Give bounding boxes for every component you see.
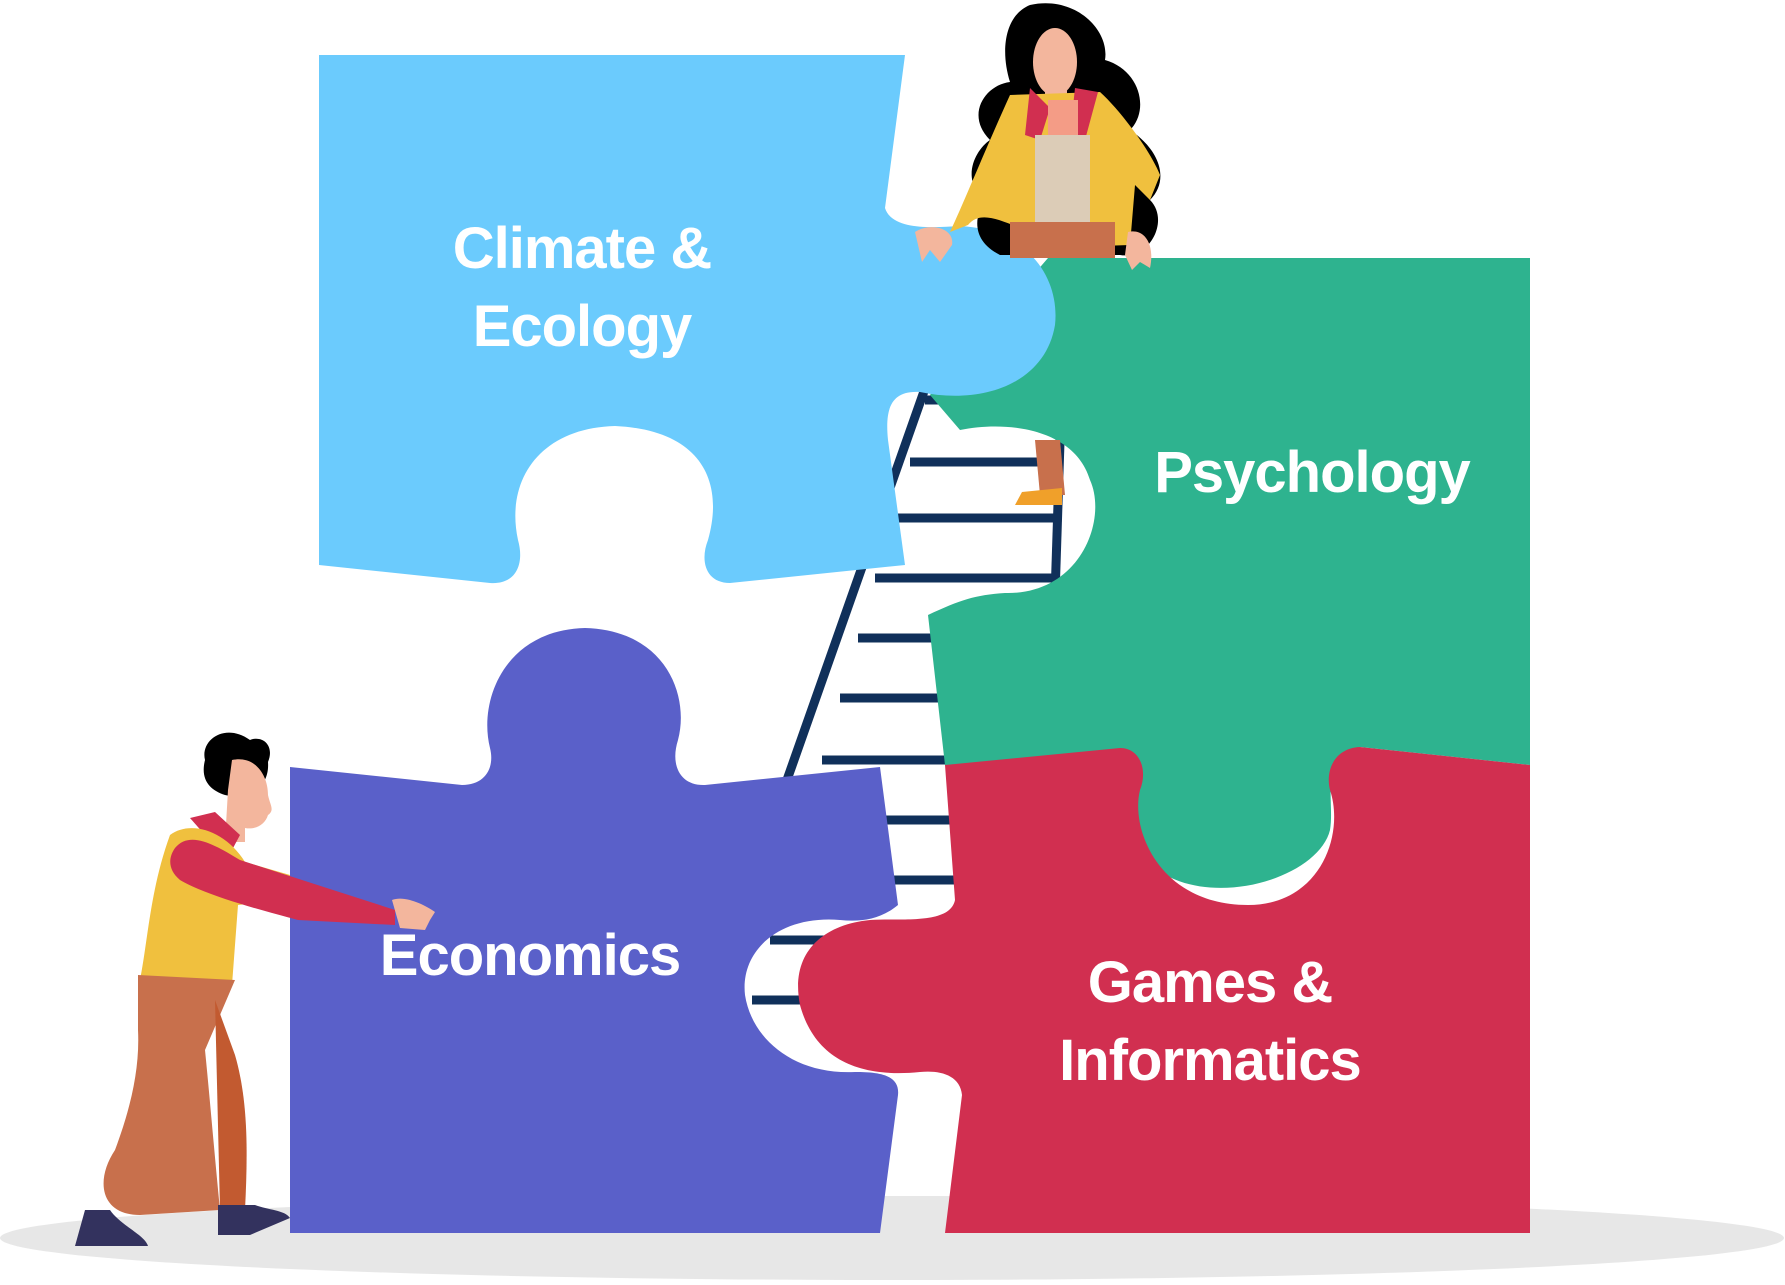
label-economics: Economics	[380, 923, 680, 988]
puzzle-piece-economics	[290, 628, 899, 1233]
label-games-line1: Games &	[1088, 950, 1333, 1015]
puzzle-piece-psychology	[928, 258, 1530, 888]
woman-climbing-ladder	[915, 3, 1161, 505]
puzzle-piece-climate	[319, 55, 1056, 584]
label-climate-line1: Climate &	[453, 216, 712, 281]
puzzle-piece-games	[798, 747, 1530, 1233]
man-pushing-puzzle-piece	[75, 732, 435, 1246]
label-games-line2: Informatics	[1059, 1028, 1361, 1093]
label-psychology: Psychology	[1154, 440, 1470, 505]
label-climate-line2: Ecology	[473, 294, 692, 359]
